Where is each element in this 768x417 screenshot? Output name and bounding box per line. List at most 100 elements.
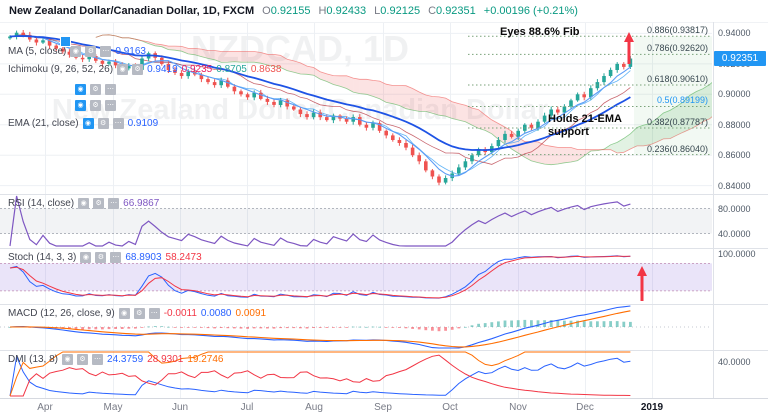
dmi-axis-label: 40.0000 [718,357,751,367]
legend-row-ma[interactable]: MA (5, close) ◉ ⚙ ⋯ 0.9163 [8,46,146,57]
ohlc-open: O0.92155 [262,5,310,17]
ema-value: 0.9109 [127,118,159,129]
time-axis-label: May [103,402,123,413]
macd-signal-value: 0.0091 [235,308,267,319]
eye-icon[interactable]: ◉ [118,308,130,319]
settings-icon[interactable]: ⚙ [77,354,89,365]
up-arrow-drawing[interactable] [624,32,634,42]
indicator-controls[interactable]: ◉ ⚙ ⋯ [75,100,116,111]
high-value: 0.92433 [326,5,367,17]
ichimoku-conversion-value: 0.9419 [147,64,178,75]
legend-row-ema[interactable]: EMA (21, close) ◉ ⚙ ⋯ 0.9109 [8,118,158,129]
price-axis-label: 0.88000 [718,119,751,130]
stoch-k-value: 68.8903 [125,252,162,263]
ma-label: MA (5, close) [8,46,67,57]
high-label: H [318,5,327,17]
change-value: +0.00196 (+0.21%) [483,5,578,17]
ichimoku-spanb-value: 0.8638 [250,64,282,75]
ichimoku-label: Ichimoku (9, 26, 52, 26) [8,64,114,75]
stoch-up-arrow-drawing[interactable] [637,266,647,276]
settings-icon[interactable]: ⚙ [90,84,101,95]
fib-level-label: 0.886(0.93817) [646,25,708,36]
legend-row-ichimoku[interactable]: Ichimoku (9, 26, 52, 26) ◉ ⚙ 0.9419 0.92… [8,64,281,75]
rsi-label: RSI (14, close) [8,198,75,209]
legend-row-macd[interactable]: MACD (12, 26, close, 9) ◉ ⚙ ⋯ -0.0011 0.… [8,308,266,319]
close-label: C [428,5,437,17]
open-label: O [262,5,271,17]
time-axis-label: Jun [171,402,189,413]
settings-icon[interactable]: ⚙ [95,252,107,263]
eye-icon[interactable]: ◉ [75,84,86,95]
fib-level-label: 0.236(0.86040) [646,143,708,154]
last-price-badge: 0.92351 [714,51,766,67]
fib-level-label: 0.618(0.90610) [646,74,708,85]
time-axis-label: Aug [305,402,323,413]
dmi-minusdi-value: 28.9301 [147,354,184,365]
eye-icon[interactable]: ◉ [82,118,94,129]
open-value: 0.92155 [270,5,311,17]
eye-icon[interactable]: ◉ [70,46,82,57]
time-axis-label: Jul [240,402,254,413]
more-icon[interactable]: ⋯ [92,354,104,365]
drawing-anchor[interactable] [60,36,71,47]
ichimoku-spana-value: 0.8705 [216,64,247,75]
ichimoku-base-value: 0.9235 [181,64,213,75]
dmi-label: DMI (13, 8) [8,354,59,365]
eye-icon[interactable]: ◉ [62,354,74,365]
more-icon[interactable]: ⋯ [108,198,120,209]
time-axis-label: Sep [374,402,392,413]
time-axis-label: 2019 [640,402,664,413]
settings-icon[interactable]: ⚙ [90,100,101,111]
legend-row-stoch[interactable]: Stoch (14, 3, 3) ◉ ⚙ ⋯ 68.8903 58.2473 [8,252,202,263]
stoch-label: Stoch (14, 3, 3) [8,252,77,263]
macd-label: MACD (12, 26, close, 9) [8,308,115,319]
ema-annotation[interactable]: Holds 21-EMA support [548,113,622,138]
more-icon[interactable]: ⋯ [105,84,116,95]
more-icon[interactable]: ⋯ [110,252,122,263]
more-icon[interactable]: ⋯ [112,118,124,129]
indicator-controls[interactable]: ◉ ⚙ ⋯ [75,84,116,95]
fib-level-label: 0.786(0.92620) [646,43,708,54]
fib-level-label: 0.5(0.89199) [656,95,708,106]
dmi-adx-value: 19.2746 [187,354,224,365]
stoch-axis-label: 100.0000 [718,249,756,260]
macd-hist-value: -0.0011 [163,308,197,319]
eye-icon[interactable]: ◉ [78,198,90,209]
eye-icon[interactable]: ◉ [75,100,86,111]
macd-line-value: 0.0080 [200,308,232,319]
time-axis-label: Apr [37,402,53,413]
time-axis-label: Dec [576,402,594,413]
symbol-title[interactable]: New Zealand Dollar/Canadian Dollar, 1D, … [9,5,255,17]
price-axis-label: 0.94000 [718,28,751,39]
ohlc-close: C0.92351 [428,5,476,17]
more-icon[interactable]: ⋯ [148,308,160,319]
time-axis[interactable]: Apr May Jun Jul Aug Sep Oct Nov Dec 2019 [0,398,768,417]
legend-row-dmi[interactable]: DMI (13, 8) ◉ ⚙ ⋯ 24.3759 28.9301 19.274… [8,354,223,365]
fib-level-label: 0.382(0.87787) [646,116,708,127]
price-axis-label: 0.90000 [718,89,751,100]
time-axis-label: Oct [442,402,458,413]
rsi-axis-label: 80.0000 [718,203,751,214]
settings-icon[interactable]: ⚙ [97,118,109,129]
rsi-value: 66.9867 [123,198,160,209]
low-value: 0.92125 [380,5,421,17]
settings-icon[interactable]: ⚙ [133,308,145,319]
ohlc-high: H0.92433 [318,5,366,17]
fib-annotation[interactable]: Eyes 88.6% Fib [500,26,580,38]
rsi-axis-label: 40.0000 [718,228,751,239]
settings-icon[interactable]: ⚙ [85,46,97,57]
more-icon[interactable]: ⋯ [105,100,116,111]
legend-row-rsi[interactable]: RSI (14, close) ◉ ⚙ ⋯ 66.9867 [8,198,159,209]
more-icon[interactable]: ⋯ [100,46,112,57]
time-axis-label: Nov [509,402,527,413]
eye-icon[interactable]: ◉ [117,64,129,75]
eye-icon[interactable]: ◉ [80,252,92,263]
settings-icon[interactable]: ⚙ [93,198,105,209]
stoch-d-value: 58.2473 [165,252,202,263]
low-label: L [374,5,381,17]
settings-icon[interactable]: ⚙ [132,64,144,75]
ohlc-low: L0.92125 [374,5,420,17]
price-axis-label: 0.86000 [718,150,751,161]
chart-header: New Zealand Dollar/Canadian Dollar, 1D, … [0,0,768,22]
